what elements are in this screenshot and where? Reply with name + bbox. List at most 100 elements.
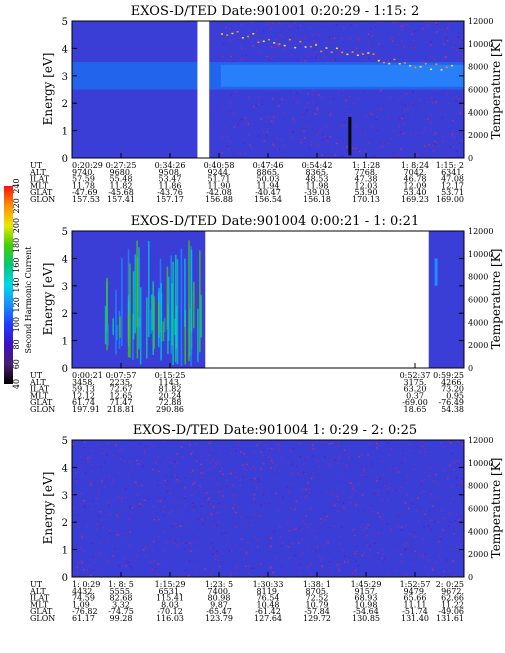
spectrum-cell xyxy=(282,542,284,544)
spectrum-cell xyxy=(121,500,123,503)
orbit-cell: 10.48 xyxy=(257,600,280,609)
spectrum-cell xyxy=(417,497,419,499)
orbit-cell: 131.61 xyxy=(436,614,464,623)
spectrum-cell xyxy=(117,516,120,519)
spectrum-cell xyxy=(153,445,156,448)
spectrum-cell xyxy=(315,535,317,538)
spectrum-cell xyxy=(449,521,451,523)
orbit-row-label: ALT xyxy=(29,168,46,177)
orbit-cell: 81.82 xyxy=(159,385,182,394)
spectrum-cell xyxy=(309,45,312,48)
orbit-cell: 8705. xyxy=(306,587,329,596)
spectrum-cell xyxy=(448,570,450,572)
spectrum-cell xyxy=(381,460,384,463)
spectrum-cell xyxy=(458,459,460,462)
spectrum-cell xyxy=(329,464,331,467)
spectrum-cell xyxy=(322,133,324,136)
orbit-cell: 1: 8: 5 xyxy=(108,580,134,589)
spectrum-cell xyxy=(153,519,155,521)
spectrum-cell xyxy=(87,460,89,463)
spectrum-cell xyxy=(271,55,274,57)
spectrum-cell xyxy=(266,24,268,26)
spectrum-cell xyxy=(435,132,437,134)
spectrum-cell xyxy=(117,449,120,451)
spectrum-cell xyxy=(147,498,150,500)
spectrum-cell xyxy=(402,450,404,452)
spectrum-cell xyxy=(292,472,294,475)
spectrum-cell xyxy=(222,495,224,497)
spectrum-cell xyxy=(433,58,436,60)
spectrum-region xyxy=(428,231,464,368)
spectrum-cell xyxy=(397,487,400,489)
spectrum-cell xyxy=(375,55,378,57)
spectrum-cell xyxy=(299,61,302,63)
spectrum-cell xyxy=(118,495,120,498)
spectrum-cell xyxy=(295,465,298,468)
spectrum-cell xyxy=(453,574,455,577)
y2-tick-label: 4000 xyxy=(468,527,488,536)
spectrum-cell xyxy=(268,503,270,505)
spectrum-cell xyxy=(433,520,436,523)
spectrum-cell xyxy=(222,473,224,476)
spectrum-cell xyxy=(381,142,383,144)
y2-tick-label: 10000 xyxy=(468,459,493,468)
spectrum-cell xyxy=(152,468,154,471)
spectrum-cell xyxy=(342,155,344,157)
spectrum-cell xyxy=(348,95,350,98)
spectrum-cell xyxy=(425,151,427,153)
y2-tick-label: 2000 xyxy=(468,341,488,350)
spectrum-cell xyxy=(211,542,214,544)
spectrum-cell xyxy=(312,472,315,475)
spectrum-cell xyxy=(226,485,228,487)
spectrum-cell xyxy=(400,131,402,134)
spectrum-cell xyxy=(219,484,222,487)
orbit-cell: 8.03 xyxy=(161,600,179,609)
panel-2-ylabel: Energy [eV] xyxy=(41,263,55,336)
spectrum-cell xyxy=(432,505,434,507)
spectrum-cell xyxy=(352,528,354,531)
spectrum-cell xyxy=(461,56,464,59)
orbit-cell: 54.38 xyxy=(441,405,464,414)
spectrum-cell xyxy=(430,68,433,71)
spectrum-cell xyxy=(388,116,390,118)
spectrum-cell xyxy=(354,490,356,492)
spectrum-cell xyxy=(222,55,224,58)
spectrum-cell xyxy=(125,565,127,567)
spectrum-cell xyxy=(375,108,378,110)
spectrum-cell xyxy=(162,499,165,501)
spectrum-cell xyxy=(453,41,456,43)
spectrum-cell xyxy=(440,510,443,512)
spectrum-cell xyxy=(83,505,85,507)
spectrum-cell xyxy=(96,498,98,500)
spectrum-cell xyxy=(397,33,400,36)
spectrum-cell xyxy=(72,443,74,445)
spectrum-cell xyxy=(233,61,235,63)
orbit-cell: 290.86 xyxy=(156,405,184,414)
spectrum-cell xyxy=(90,482,92,484)
spectrum-cell xyxy=(338,568,340,570)
spectrum-cell xyxy=(341,37,343,39)
spectrum-cell xyxy=(239,121,241,123)
spectrum-cell xyxy=(205,492,208,494)
spectrum-cell xyxy=(247,35,250,38)
spectrum-cell xyxy=(100,542,102,545)
spectrum-cell xyxy=(450,502,452,505)
spectrum-cell xyxy=(81,537,83,540)
spectrum-cell xyxy=(293,121,296,123)
spectrum-cell xyxy=(305,459,307,461)
orbit-cell: 218.81 xyxy=(107,405,135,414)
spectrum-cell xyxy=(377,59,380,62)
spectrum-cell xyxy=(233,126,235,128)
y-tick-label: 4 xyxy=(62,463,68,474)
spectrum-cell xyxy=(313,39,315,42)
spectrum-cell xyxy=(283,145,285,147)
spectrum-cell xyxy=(388,454,390,456)
spectrum-cell xyxy=(368,443,370,445)
spectrum-cell xyxy=(108,475,110,477)
spectrum-cell xyxy=(112,318,114,335)
spectrum-cell xyxy=(367,60,369,63)
spectrum-cell xyxy=(304,137,306,139)
spectrum-cell xyxy=(287,41,289,43)
y2-tick-label: 8000 xyxy=(468,273,488,282)
spectrum-cell xyxy=(311,477,313,480)
